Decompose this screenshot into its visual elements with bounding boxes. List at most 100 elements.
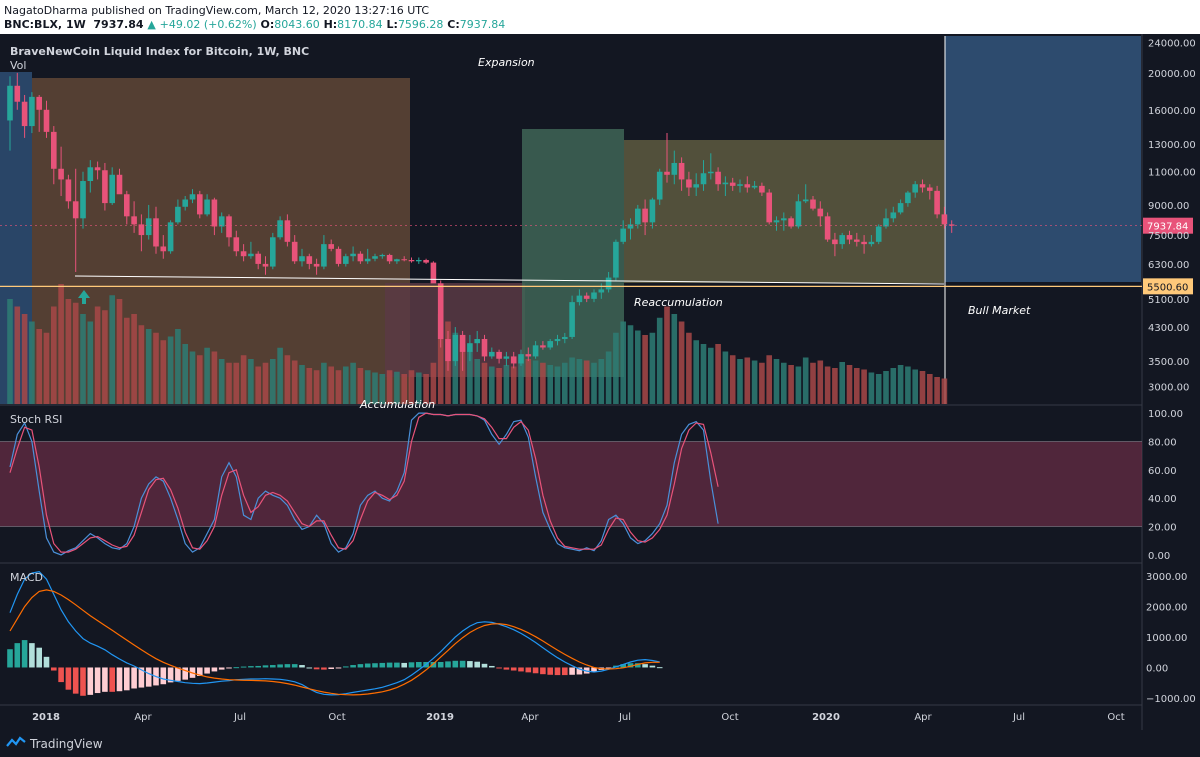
macd-histogram-bar [656, 667, 663, 669]
volume-bar [270, 359, 276, 404]
time-axis-label: 2019 [426, 712, 454, 723]
volume-bar [175, 329, 181, 404]
price-axis-label: 6300.00 [1148, 260, 1189, 271]
time-axis-label: Oct [721, 712, 738, 723]
volume-bar [364, 370, 371, 404]
macd-histogram-bar [496, 667, 502, 669]
volume-bar [262, 362, 269, 404]
candle-body [642, 208, 648, 223]
volume-bar [65, 299, 72, 404]
macd-histogram-bar [116, 667, 123, 692]
last-price-tag-bg [1143, 217, 1193, 234]
candle-body [905, 192, 911, 204]
volume-bar [781, 362, 787, 404]
candle-body [759, 185, 765, 193]
candle-body [729, 182, 736, 186]
volume-bar [394, 371, 400, 404]
level-tag-bg [1143, 278, 1193, 295]
volume-bar [875, 374, 882, 404]
time-axis-label: 2020 [812, 712, 840, 723]
vol-label: Vol [10, 59, 26, 72]
macd-histogram-bar [452, 660, 459, 668]
candle-body [883, 218, 889, 227]
macd-histogram-bar [627, 663, 634, 668]
volume-bar [576, 359, 583, 404]
volume-bar [678, 321, 685, 404]
tradingview-brand[interactable]: TradingView [6, 736, 103, 751]
volume-bar [583, 360, 590, 404]
candle-body [416, 260, 422, 262]
volume-bar [36, 329, 42, 404]
volume-bar [569, 357, 575, 404]
macd-histogram-bar [51, 667, 57, 671]
candle-body [496, 351, 502, 359]
macd-histogram-bar [94, 667, 101, 694]
volume-bar [72, 302, 79, 404]
macd-histogram-bar [109, 667, 115, 692]
volume-bar [131, 314, 137, 404]
volume-bar [350, 362, 356, 404]
volume-bar [160, 340, 167, 404]
candle-body [875, 226, 882, 242]
macd-histogram-bar [299, 665, 305, 668]
macd-histogram-bar [21, 640, 28, 668]
macd-histogram-bar [554, 667, 561, 676]
tradingview-logo-icon [6, 736, 26, 751]
volume-bar [708, 347, 714, 404]
macd-histogram-bar [364, 663, 371, 668]
volume-bar [627, 325, 634, 404]
volume-bar [686, 332, 692, 404]
candle-body [817, 208, 824, 217]
macd-histogram-bar [467, 661, 473, 668]
time-axis-label: Jul [1012, 712, 1025, 723]
stoch-axis-label: 100.00 [1148, 409, 1183, 420]
macd-histogram-bar [489, 665, 495, 668]
volume-bar [313, 370, 320, 404]
time-axis-label: Apr [521, 712, 539, 723]
candle-body [116, 174, 123, 195]
macd-histogram-bar [43, 656, 50, 668]
volume-bar [598, 359, 605, 404]
candle-body [226, 216, 232, 238]
volume-bar [751, 360, 758, 404]
volume-bar [919, 371, 926, 404]
candle-body [635, 208, 641, 225]
macd-histogram-bar [255, 665, 261, 668]
volume-bar [14, 306, 21, 404]
candle-body [445, 339, 451, 362]
macd-histogram-bar [80, 667, 86, 696]
candle-body [489, 351, 495, 357]
volume-bar [401, 374, 407, 404]
candle-body [211, 199, 218, 227]
candle-body [364, 258, 371, 262]
stoch-k-line [9, 412, 719, 556]
candle-body [766, 192, 772, 223]
main-title: BraveNewCoin Liquid Index for Bitcoin, 1… [10, 45, 309, 58]
candle-body [350, 253, 356, 257]
candle-body [379, 254, 386, 257]
volume-bar [905, 366, 911, 404]
candle-body [182, 199, 188, 207]
macd-histogram-bar [642, 664, 648, 668]
candle-body [189, 194, 196, 200]
candle-body [686, 179, 692, 188]
open-label: O: [260, 18, 275, 31]
candle-body [233, 237, 240, 252]
macd-histogram-bar [605, 667, 612, 669]
macd-histogram-bar [211, 667, 218, 672]
candle-body [540, 345, 546, 348]
candle-body [335, 248, 342, 264]
macd-line [9, 570, 660, 696]
candle-body [138, 224, 145, 236]
candle-body [751, 185, 758, 188]
volume-bar [897, 365, 904, 404]
macd-histogram-bar [386, 662, 393, 668]
high-value: 8170.84 [337, 18, 383, 31]
volume-bar [912, 369, 918, 404]
candle-body [357, 253, 364, 262]
volume-bar [744, 357, 751, 404]
macd-histogram-bar [532, 667, 539, 674]
candle-body [153, 218, 159, 247]
volume-bar [357, 368, 364, 404]
